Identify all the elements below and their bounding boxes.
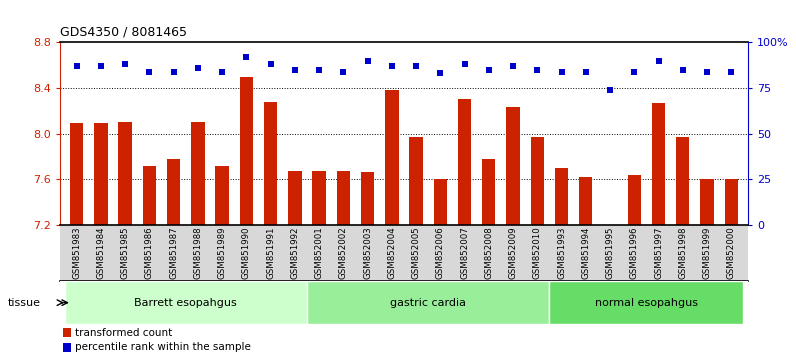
Bar [70, 124, 84, 354]
Text: tissue: tissue [8, 298, 41, 308]
Text: GSM851995: GSM851995 [606, 227, 615, 279]
Bar [142, 166, 156, 354]
Point [95, 63, 107, 69]
Text: GSM851994: GSM851994 [581, 227, 591, 279]
Text: GSM851990: GSM851990 [242, 227, 251, 279]
Text: GSM851986: GSM851986 [145, 227, 154, 279]
Text: GSM851997: GSM851997 [654, 227, 663, 279]
Bar [458, 99, 471, 354]
Bar [307, 281, 549, 324]
Bar [700, 179, 714, 354]
Text: Barrett esopahgus: Barrett esopahgus [135, 298, 237, 308]
Point [700, 69, 713, 74]
Text: GSM852005: GSM852005 [412, 227, 420, 279]
Bar [63, 329, 72, 337]
Point [288, 67, 301, 73]
Text: GSM852007: GSM852007 [460, 227, 469, 279]
Bar [627, 175, 641, 354]
Point [313, 67, 326, 73]
Point [216, 69, 228, 74]
Text: GSM851984: GSM851984 [96, 227, 105, 279]
Text: transformed count: transformed count [75, 328, 172, 338]
Bar [676, 137, 689, 354]
Text: GSM852001: GSM852001 [314, 227, 324, 279]
Point [264, 62, 277, 67]
Point [361, 58, 374, 64]
Text: GSM851992: GSM851992 [291, 227, 299, 279]
Text: GSM851989: GSM851989 [217, 227, 227, 279]
Text: GSM851999: GSM851999 [703, 227, 712, 279]
Bar [119, 122, 132, 354]
Point [385, 63, 398, 69]
Text: gastric cardia: gastric cardia [390, 298, 466, 308]
Point [507, 63, 520, 69]
Text: GSM852003: GSM852003 [363, 227, 372, 279]
Point [603, 87, 616, 93]
Bar [216, 166, 228, 354]
Text: GSM852000: GSM852000 [727, 227, 736, 279]
Text: normal esopahgus: normal esopahgus [595, 298, 698, 308]
Text: GSM851998: GSM851998 [678, 227, 687, 279]
Text: GSM851996: GSM851996 [630, 227, 639, 279]
Text: GSM852002: GSM852002 [339, 227, 348, 279]
Point [555, 69, 568, 74]
Point [119, 62, 131, 67]
Bar [603, 225, 617, 354]
Point [337, 69, 349, 74]
Bar [167, 159, 181, 354]
Text: GSM852004: GSM852004 [388, 227, 396, 279]
Point [579, 69, 592, 74]
Bar [385, 90, 399, 354]
Point [240, 54, 253, 60]
Bar [531, 137, 544, 354]
Text: GSM852009: GSM852009 [509, 227, 517, 279]
Bar [288, 171, 302, 354]
Point [531, 67, 544, 73]
Text: GSM851988: GSM851988 [193, 227, 202, 279]
Bar [337, 171, 350, 354]
Point [410, 63, 423, 69]
Bar [264, 102, 277, 354]
Point [143, 69, 156, 74]
Bar [191, 122, 205, 354]
Text: GSM851985: GSM851985 [121, 227, 130, 279]
Bar [361, 172, 374, 354]
Text: GSM851983: GSM851983 [72, 227, 81, 279]
Point [434, 71, 447, 76]
Point [652, 58, 665, 64]
Text: GSM852008: GSM852008 [484, 227, 494, 279]
Bar [409, 137, 423, 354]
Bar [63, 343, 72, 352]
Bar [482, 159, 495, 354]
Bar [579, 177, 592, 354]
Bar [313, 171, 326, 354]
Bar [94, 124, 107, 354]
Point [482, 67, 495, 73]
Point [458, 62, 471, 67]
Bar [652, 103, 665, 354]
Bar [506, 107, 520, 354]
Text: GSM852010: GSM852010 [533, 227, 542, 279]
Text: percentile rank within the sample: percentile rank within the sample [75, 342, 251, 352]
Bar [434, 179, 447, 354]
Point [167, 69, 180, 74]
Bar [64, 281, 307, 324]
Point [628, 69, 641, 74]
Point [725, 69, 738, 74]
Text: GSM851993: GSM851993 [557, 227, 566, 279]
Point [677, 67, 689, 73]
Bar [724, 179, 738, 354]
Bar [240, 77, 253, 354]
Text: GSM851991: GSM851991 [266, 227, 275, 279]
Point [70, 63, 83, 69]
Point [192, 65, 205, 71]
Text: GSM852006: GSM852006 [436, 227, 445, 279]
Bar [555, 168, 568, 354]
Text: GSM851987: GSM851987 [169, 227, 178, 279]
Text: GDS4350 / 8081465: GDS4350 / 8081465 [60, 25, 187, 39]
Bar [549, 281, 743, 324]
